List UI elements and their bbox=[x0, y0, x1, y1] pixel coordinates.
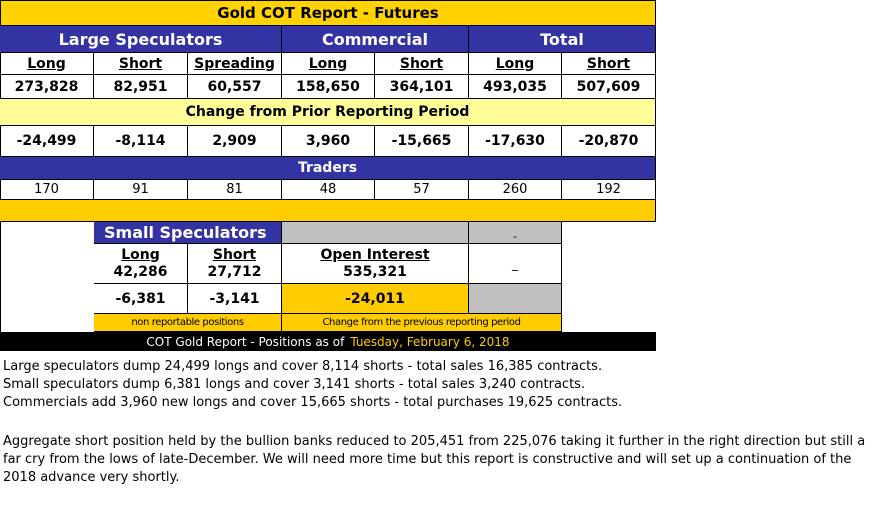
traders-total-short: 192 bbox=[562, 180, 656, 200]
traders-total-long: 260 bbox=[469, 180, 562, 200]
dash-mid: _ bbox=[469, 244, 562, 284]
small-speculators-title-text: Small Speculators bbox=[104, 223, 267, 242]
small-long-value: 42,286 bbox=[113, 263, 168, 280]
small-long: Long 42,286 bbox=[94, 244, 188, 284]
change-commercial-short: -15,665 bbox=[375, 126, 469, 157]
traders-large-short: 91 bbox=[94, 180, 188, 200]
small-short-value: 27,712 bbox=[207, 263, 262, 280]
change-section-title: Change from Prior Reporting Period bbox=[0, 99, 656, 126]
header-commercial: Commercial bbox=[282, 26, 469, 53]
change-total-long: -17,630 bbox=[469, 126, 562, 157]
col-large-long: Long bbox=[0, 53, 94, 75]
report-title: Gold COT Report - Futures bbox=[0, 0, 656, 26]
small-speculators-note: non reportable positions bbox=[94, 314, 282, 332]
header-total: Total bbox=[469, 26, 656, 53]
position-large-spreading: 60,557 bbox=[188, 75, 282, 99]
col-total-long: Long bbox=[469, 53, 562, 75]
position-large-long: 273,828 bbox=[0, 75, 94, 99]
small-short-label: Short bbox=[212, 246, 257, 263]
position-commercial-short: 364,101 bbox=[375, 75, 469, 99]
small-long-label: Long bbox=[121, 246, 160, 263]
dash-header: - bbox=[469, 222, 562, 244]
small-speculators-title: Small Speculators bbox=[94, 222, 282, 244]
small-long-change: -6,381 bbox=[94, 284, 188, 314]
open-interest: Open Interest 535,321 bbox=[282, 244, 469, 284]
traders-commercial-long: 48 bbox=[282, 180, 375, 200]
open-interest-change: -24,011 bbox=[282, 284, 469, 314]
report-date-footer: COT Gold Report - Positions as of Tuesda… bbox=[0, 332, 656, 351]
position-commercial-long: 158,650 bbox=[282, 75, 375, 99]
open-interest-value: 535,321 bbox=[343, 263, 407, 280]
summary-line: Large speculators dump 24,499 longs and … bbox=[3, 359, 603, 374]
dash-top-text: - bbox=[513, 230, 517, 243]
change-large-spreading: 2,909 bbox=[188, 126, 282, 157]
small-short: Short 27,712 bbox=[188, 244, 282, 284]
col-large-short: Short bbox=[94, 53, 188, 75]
position-total-short: 507,609 bbox=[562, 75, 656, 99]
change-large-long: -24,499 bbox=[0, 126, 94, 157]
position-large-short: 82,951 bbox=[94, 75, 188, 99]
header-large-speculators: Large Speculators bbox=[0, 26, 282, 53]
col-commercial-long: Long bbox=[282, 53, 375, 75]
open-interest-header-blank bbox=[282, 222, 469, 244]
position-total-long: 493,035 bbox=[469, 75, 562, 99]
col-commercial-short: Short bbox=[375, 53, 469, 75]
spacer-band bbox=[0, 200, 656, 222]
summary-line: Commercials add 3,960 new longs and cove… bbox=[3, 395, 623, 410]
commentary-paragraph: Aggregate short position held by the bul… bbox=[3, 434, 866, 485]
change-commercial-long: 3,960 bbox=[282, 126, 375, 157]
summary-line: Small speculators dump 6,381 longs and c… bbox=[3, 377, 586, 392]
change-large-short: -8,114 bbox=[94, 126, 188, 157]
change-total-short: -20,870 bbox=[562, 126, 656, 157]
traders-section-title: Traders bbox=[0, 157, 656, 180]
traders-large-spreading: 81 bbox=[188, 180, 282, 200]
open-interest-note: Change from the previous reporting perio… bbox=[282, 314, 562, 332]
col-total-short: Short bbox=[562, 53, 656, 75]
col-large-spreading: Spreading bbox=[188, 53, 282, 75]
gray-block bbox=[469, 284, 562, 314]
footer-date: Tuesday, February 6, 2018 bbox=[350, 334, 510, 349]
dash-mid-text: _ bbox=[512, 256, 518, 271]
open-interest-label: Open Interest bbox=[320, 246, 430, 263]
traders-large-long: 170 bbox=[0, 180, 94, 200]
traders-commercial-short: 57 bbox=[375, 180, 469, 200]
small-short-change: -3,141 bbox=[188, 284, 282, 314]
footer-prefix: COT Gold Report - Positions as of bbox=[146, 334, 345, 349]
